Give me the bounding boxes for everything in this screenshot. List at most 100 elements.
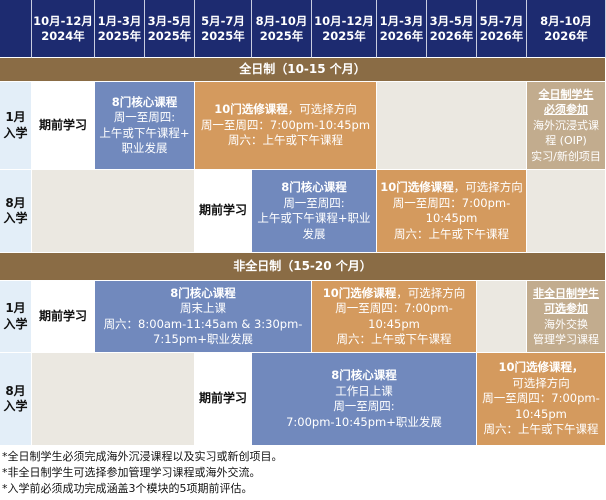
extra-line: 实习/新创项目 (531, 149, 601, 163)
period-months: 5月-7月 (201, 13, 245, 28)
header-period: 10月-12月 2025年 (312, 0, 377, 58)
core-line: 周一至周四: (333, 399, 395, 413)
core-line: 周六：8:00am-11:45am & 3:30pm- (103, 316, 303, 331)
elective-line: 周六：上午或下午课程 (394, 226, 509, 241)
ft-jan-extra: 全日制学生 必须参加 海外沉浸式课程 (OIP) 实习/新创项目 (527, 82, 606, 170)
empty-cell (527, 170, 606, 253)
extra-title: 全日制学生 (538, 87, 594, 101)
period-months: 3月-5月 (429, 13, 474, 28)
ft-jan-pre-study: 期前学习 (32, 82, 95, 170)
elective-line: 周六：上午或下午课程 (228, 133, 343, 148)
core-title: 8门核心课程 (170, 285, 236, 300)
empty-cell (32, 170, 195, 253)
empty-cell (377, 82, 527, 170)
elective-line: 周一至周四：7:00pm- (392, 195, 511, 210)
label-enroll: 入学 (3, 211, 28, 225)
label-month: 1月 (5, 110, 26, 124)
pt-jan-label: 1月 入学 (0, 281, 32, 353)
header-period: 5月-7月 2025年 (195, 0, 252, 58)
empty-cell (477, 281, 527, 353)
period-year: 2025年 (322, 28, 366, 43)
ft-jan-label: 1月 入学 (0, 82, 32, 170)
core-line: 周一至周四: (113, 110, 176, 124)
period-year: 2025年 (97, 28, 142, 43)
footnote: *全日制学生必须完成海外沉浸课程以及实习或新创项目。 (2, 450, 283, 463)
pt-aug-core: 8门核心课程 工作日上课 周一至周四: 7:00pm-10:45pm+职业发展 (252, 353, 477, 446)
period-months: 8月-10月 (255, 13, 308, 28)
period-year: 2024年 (41, 28, 85, 43)
header-period: 1月-3月 2026年 (377, 0, 427, 58)
footnotes: *全日制学生必须完成海外沉浸课程以及实习或新创项目。 *非全日制学生可选择参加管… (2, 449, 283, 497)
core-line: 周一至周四: (283, 195, 345, 210)
ft-jan-elective: 10门选修课程，可选择方向 周一至周四：7:00pm-10:45pm 周六：上午或下… (195, 82, 377, 170)
extra-line: 海外沉浸式课 (533, 118, 599, 132)
core-title: 8门核心课程 (281, 180, 347, 194)
header-period: 8月-10月 2025年 (252, 0, 312, 58)
label-month: 1月 (5, 301, 26, 315)
header-corner (0, 0, 32, 58)
period-months: 3月-5月 (147, 13, 192, 28)
header-period: 5月-7月 2026年 (477, 0, 527, 58)
period-year: 2025年 (147, 28, 192, 43)
core-line: 工作日上课 (335, 383, 393, 398)
pt-jan-core: 8门核心课程 周末上课 周六：8:00am-11:45am & 3:30pm- 7:1… (95, 281, 312, 353)
period-months: 10月-12月 (314, 13, 374, 28)
footnote: *入学前必须成功完成涵盖3个模块的5项期前评估。 (2, 482, 253, 495)
footnote: *非全日制学生可选择参加管理学习课程或海外交流。 (2, 466, 261, 479)
elective-line: 周六：上午或下午课程 (336, 332, 452, 346)
elective-line: 周一至周四：7:00pm- (482, 391, 600, 406)
label-enroll: 入学 (3, 125, 28, 140)
period-months: 8月-10月 (540, 13, 592, 28)
fulltime-band: 全日制（10-15 个月） (0, 58, 606, 82)
label-enroll: 入学 (3, 399, 28, 413)
elective-line: 周一至周四：7:00pm-10:45pm (200, 117, 371, 132)
ft-aug-label: 8月 入学 (0, 170, 32, 253)
elective-suffix: ，可选择方向 (287, 102, 357, 117)
core-line: 上午或下午课程+职业 (257, 211, 371, 225)
core-line: 周末上课 (180, 301, 226, 315)
pt-aug-elective: 10门选修课程， 可选择方向 周一至周四：7:00pm- 10:45pm 周六：上午或下… (477, 353, 606, 446)
period-months: 1月-3月 (379, 13, 424, 28)
header-period: 1月-3月 2025年 (95, 0, 145, 58)
elective-line: 周一至周四：7:00pm- (335, 301, 453, 315)
header-period: 8月-10月 2026年 (527, 0, 606, 58)
elective-line: 10:45pm (368, 316, 420, 331)
elective-title: 10门选修课程 (214, 102, 288, 117)
elective-line: 10:45pm (515, 406, 567, 421)
period-months: 10月-12月 (33, 13, 93, 28)
extra-line: 程 (OIP) (545, 134, 587, 148)
elective-title: 10门选修课程， (498, 360, 584, 375)
ft-jan-core: 8门核心课程 周一至周四: 上午或下午课程+ 职业发展 (95, 82, 195, 170)
elective-line: 可选择方向 (512, 375, 570, 390)
pt-jan-extra: 非全日制学生 可选参加 海外交换 管理学习课程 (527, 281, 606, 353)
period-year: 2026年 (379, 28, 424, 43)
core-title: 8门核心课程 (111, 94, 178, 109)
core-line: 职业发展 (121, 141, 168, 155)
period-year: 2026年 (429, 28, 474, 43)
period-year: 2025年 (259, 28, 304, 43)
ft-aug-core: 8门核心课程 周一至周四: 上午或下午课程+职业 发展 (252, 170, 377, 253)
extra-title: 可选参加 (544, 302, 588, 315)
header-period: 3月-5月 2025年 (145, 0, 195, 58)
label-month: 8月 (5, 195, 26, 210)
period-months: 5月-7月 (479, 13, 524, 28)
period-year: 2026年 (544, 28, 588, 43)
parttime-band: 非全日制（15-20 个月） (0, 253, 606, 281)
core-line: 7:15pm+职业发展 (153, 332, 253, 346)
core-line: 上午或下午课程+ (99, 125, 190, 140)
elective-line: 周六：上午或下午课程 (483, 422, 599, 437)
elective-line: 10:45pm (425, 211, 478, 225)
pt-aug-pre-study: 期前学习 (195, 353, 252, 446)
core-line: 发展 (302, 226, 326, 241)
pt-jan-elective: 10门选修课程，可选择方向 周一至周四：7:00pm- 10:45pm 周六：上午或下… (312, 281, 477, 353)
period-year: 2025年 (201, 28, 245, 43)
label-month: 8月 (5, 383, 26, 398)
pt-aug-label: 8月 入学 (0, 353, 32, 446)
elective-suffix: ，可选择方向 (396, 285, 466, 300)
empty-cell (32, 353, 195, 446)
ft-aug-elective: 10门选修课程，可选择方向 周一至周四：7:00pm- 10:45pm 周六：上午或下… (377, 170, 527, 253)
core-line: 7:00pm-10:45pm+职业发展 (286, 414, 442, 429)
header-period: 10月-12月 2024年 (32, 0, 95, 58)
core-title: 8门核心课程 (331, 368, 397, 382)
